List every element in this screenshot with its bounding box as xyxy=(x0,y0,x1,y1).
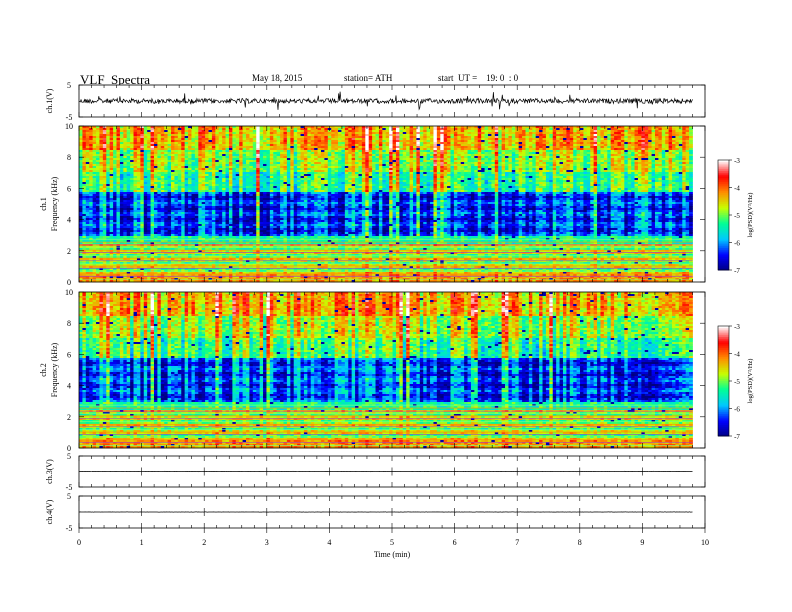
ch1_spec-ylabel-freq: Frequency (kHz) xyxy=(50,176,59,231)
ch1_spec-ytick-1: 2 xyxy=(67,247,71,256)
xtick-8: 8 xyxy=(578,538,582,547)
ch1_spec-spectrogram xyxy=(79,126,693,283)
ch2_spec-ytick-1: 2 xyxy=(67,413,71,422)
xtick-1: 1 xyxy=(140,538,144,547)
ch4_wave-ylabel: ch.4(V) xyxy=(45,499,54,524)
date-label: May 18, 2015 xyxy=(252,73,302,83)
ch1_spec-cbtick-3: -6 xyxy=(734,240,740,248)
ch1_spec-cbtick-4: -7 xyxy=(734,267,740,275)
ch2_spec-ylabel-freq: Frequency (kHz) xyxy=(50,342,59,397)
ch2_spec-ytick-0: 0 xyxy=(67,444,71,453)
ch1_wave-ytick-0: 5 xyxy=(67,81,71,90)
ch1_spec-ylabel-ch: ch.1 xyxy=(39,197,48,211)
ch2_spec-ytick-2: 4 xyxy=(67,382,71,391)
ch2_spec-ytick-3: 6 xyxy=(67,350,71,359)
xtick-9: 9 xyxy=(640,538,644,547)
ch2_spec-spectrogram xyxy=(79,292,693,449)
ch2_spec-cbtick-1: -4 xyxy=(734,351,740,359)
chart-title: VLF Spectra xyxy=(80,72,150,88)
ch3_wave-ytick-0: 5 xyxy=(67,452,71,461)
xtick-0: 0 xyxy=(77,538,81,547)
xtick-5: 5 xyxy=(390,538,394,547)
xtick-3: 3 xyxy=(265,538,269,547)
ch1_spec-ytick-3: 6 xyxy=(67,184,71,193)
ch1_wave-ytick-1: -5 xyxy=(66,113,73,122)
xtick-7: 7 xyxy=(515,538,519,547)
ch3_wave-ytick-1: -5 xyxy=(66,483,73,492)
ch1_spec-cbtick-1: -4 xyxy=(734,185,740,193)
ch1_spec-ytick-2: 4 xyxy=(67,216,71,225)
ch1_spec-cblabel: log(PSD)(V²/Hz) xyxy=(747,193,754,238)
ch2_spec-ylabel-ch: ch.2 xyxy=(39,363,48,377)
ch2_spec-cbtick-4: -7 xyxy=(734,433,740,441)
ch1_spec-cbtick-0: -3 xyxy=(734,157,740,165)
ch4_wave-ytick-0: 5 xyxy=(67,492,71,501)
xtick-10: 10 xyxy=(701,538,709,547)
ch2_spec-cblabel: log(PSD)(V²/Hz) xyxy=(747,359,754,404)
ch1_spec-ytick-4: 8 xyxy=(67,153,71,162)
ch2_spec-colorbar: -3 -4 -5 -6 -7 log(PSD)(V²/Hz) xyxy=(717,323,754,441)
ch2_spec-cbtick-2: -5 xyxy=(734,378,740,386)
station-label: station= ATH xyxy=(344,73,392,83)
xtick-6: 6 xyxy=(453,538,457,547)
ch2_spec-ytick-5: 10 xyxy=(65,288,73,297)
ch3_wave-ylabel: ch.3(V) xyxy=(45,459,54,484)
xtick-4: 4 xyxy=(327,538,331,547)
xtick-2: 2 xyxy=(202,538,206,547)
ch1_wave-ylabel: ch.1(V) xyxy=(45,88,54,113)
x-axis-label: Time (min) xyxy=(374,550,411,559)
start-time-label: start UT = 19: 0 : 0 xyxy=(438,73,518,83)
ch2_spec-cbtick-3: -6 xyxy=(734,406,740,414)
ch1_spec-ytick-5: 10 xyxy=(65,122,73,131)
ch1_wave-trace xyxy=(78,91,693,111)
ch2_spec-cbtick-0: -3 xyxy=(734,323,740,331)
ch1_spec-cbtick-2: -5 xyxy=(734,212,740,220)
ch2_spec-ytick-4: 8 xyxy=(67,319,71,328)
ch1_spec-ytick-0: 0 xyxy=(67,278,71,287)
ch4_wave-ytick-1: -5 xyxy=(66,524,73,533)
ch1_spec-colorbar: -3 -4 -5 -6 -7 log(PSD)(V²/Hz) xyxy=(717,157,754,275)
